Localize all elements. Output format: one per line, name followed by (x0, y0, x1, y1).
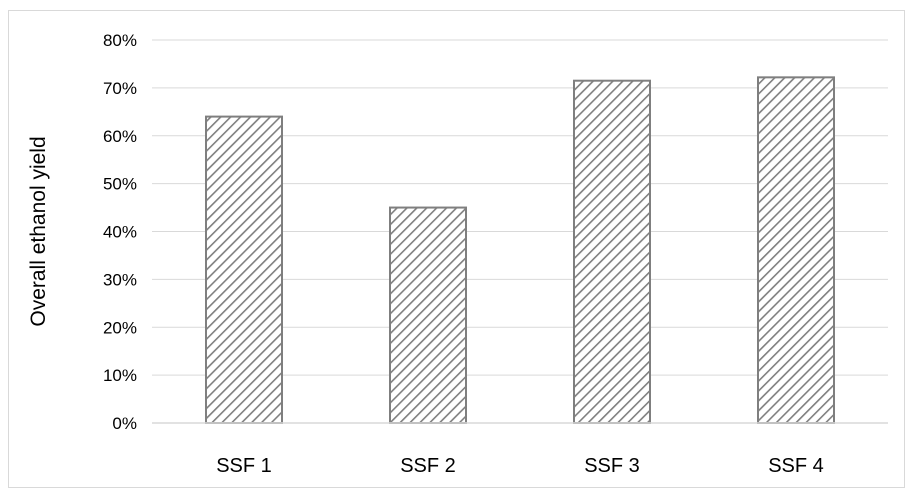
y-tick-label: 40% (103, 223, 137, 242)
x-tick-label: SSF 4 (768, 455, 824, 477)
x-tick-label: SSF 2 (400, 455, 456, 477)
bar-ssf-4 (757, 76, 835, 424)
x-tick-label: SSF 3 (584, 455, 640, 477)
x-tick-label: SSF 1 (216, 455, 272, 477)
y-tick-label: 70% (103, 79, 137, 98)
y-axis-ticks: 0% 10% 20% 30% 40% 50% 60% 70% 80% (103, 31, 137, 433)
bars (205, 76, 835, 424)
y-tick-label: 50% (103, 175, 137, 194)
bar-ssf-1 (205, 115, 283, 424)
y-tick-label: 0% (112, 414, 137, 433)
y-tick-label: 30% (103, 270, 137, 289)
x-axis-labels: SSF 1 SSF 2 SSF 3 SSF 4 (216, 455, 824, 477)
bar-ssf-3 (573, 79, 651, 424)
y-tick-label: 60% (103, 127, 137, 146)
bar-ssf-2 (389, 206, 467, 424)
y-tick-label: 10% (103, 366, 137, 385)
y-tick-label: 20% (103, 318, 137, 337)
y-tick-label: 80% (103, 31, 137, 50)
y-axis-title: Overall ethanol yield (27, 136, 50, 326)
